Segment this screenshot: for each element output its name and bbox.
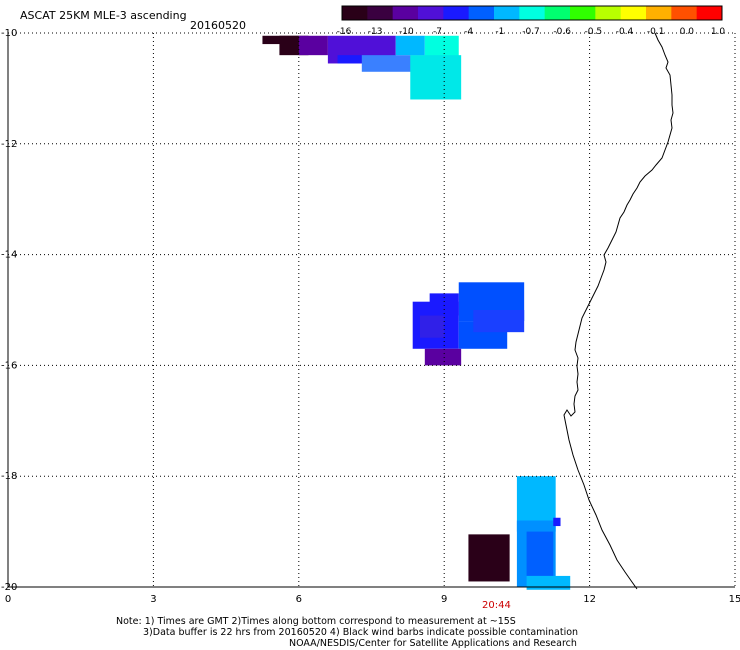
orbit-time-label: 20:44	[482, 600, 511, 611]
color-scale-label: -7	[433, 27, 442, 37]
color-scale-segment	[544, 6, 571, 20]
color-scale-label: -0.4	[615, 27, 634, 37]
color-scale-segment	[620, 6, 647, 20]
data-cell	[526, 575, 571, 590]
color-scale-label: -13	[367, 27, 383, 37]
color-scale-segment	[494, 6, 520, 20]
color-scale-segment	[342, 6, 368, 20]
axes: 0 3 6 9 12 15 -10 -12 -14 -16 -18 -20	[1, 28, 740, 605]
data-cell	[468, 534, 510, 582]
y-tick-label: -16	[1, 360, 17, 371]
data-cell	[424, 348, 462, 366]
note-line-2: 3)Data buffer is 22 hrs from 20160520 4)…	[143, 627, 579, 638]
color-scale-segment	[696, 6, 723, 20]
coastline	[563, 32, 674, 590]
x-tick-label: 15	[729, 594, 740, 605]
color-scale-segment	[671, 6, 698, 20]
color-scale-label: -0.7	[522, 27, 540, 37]
color-scale-segment	[570, 6, 596, 20]
data-cell	[410, 55, 462, 100]
x-tick-label: 9	[441, 594, 447, 605]
color-scale-label: -0.6	[553, 27, 571, 37]
data-swaths	[262, 35, 571, 590]
data-cell	[395, 35, 425, 56]
x-tick-label: 0	[5, 594, 11, 605]
color-scale-segment	[367, 6, 394, 20]
x-tick-label: 12	[583, 594, 596, 605]
data-cell	[298, 35, 328, 56]
color-scale-bar	[341, 5, 723, 21]
x-tick-label: 6	[296, 594, 302, 605]
color-scale-segment	[595, 6, 622, 20]
map-date: 20160520	[190, 19, 246, 32]
data-cell	[361, 55, 425, 72]
note-line-3: NOAA/NESDIS/Center for Satellite Applica…	[289, 638, 577, 649]
y-tick-label: -20	[1, 582, 17, 593]
y-tick-label: -10	[1, 28, 17, 39]
color-scale-segment	[646, 6, 672, 20]
color-scale-label: -0.1	[646, 27, 665, 37]
data-cell	[473, 310, 525, 333]
color-scale-label: -0.5	[584, 27, 603, 37]
color-scale-label: -1	[495, 27, 505, 37]
color-scale-segment	[443, 6, 470, 20]
data-cell	[526, 531, 554, 576]
x-tick-label: 3	[150, 594, 156, 605]
lat-lon-grid	[8, 32, 736, 587]
color-scale-segment	[468, 6, 495, 20]
map-title: ASCAT 25KM MLE-3 ascending	[20, 9, 187, 22]
color-scale-label: -16	[336, 27, 352, 37]
color-scale-segment	[418, 6, 444, 20]
data-cell	[337, 55, 362, 64]
y-tick-label: -18	[1, 471, 17, 482]
data-cell	[419, 315, 445, 338]
data-cell	[553, 517, 561, 527]
y-tick-label: -12	[1, 139, 17, 150]
color-scale-label: 0.0	[679, 27, 694, 37]
color-scale-label: -10	[398, 27, 414, 37]
color-scale-label: -4	[464, 27, 474, 37]
y-tick-label: -14	[1, 250, 17, 261]
color-scale-segment	[519, 6, 546, 20]
note-line-1: Note: 1) Times are GMT 2)Times along bot…	[116, 616, 516, 627]
color-scale-frame	[341, 5, 723, 21]
color-scale-segment	[392, 6, 419, 20]
color-scale-label: 1.0	[710, 27, 726, 37]
